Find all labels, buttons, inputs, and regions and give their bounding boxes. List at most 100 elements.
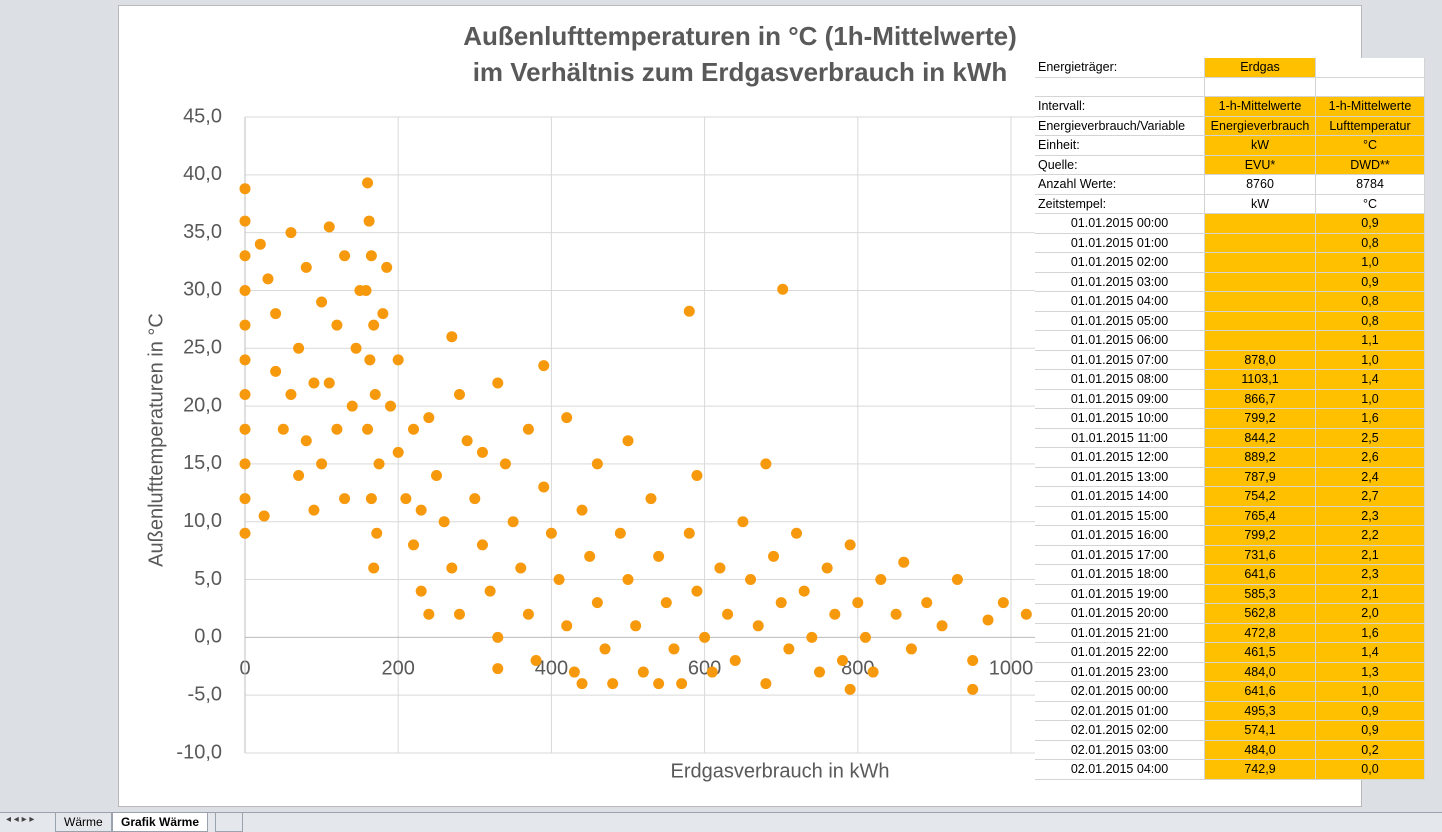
table-row: Anzahl Werte: 8760 8784 (1035, 175, 1425, 195)
table-cell: 02.01.2015 03:00 (1035, 740, 1205, 760)
scatter-point (484, 585, 496, 597)
scatter-point (660, 597, 672, 609)
scatter-point (653, 550, 665, 562)
scatter-point (438, 516, 450, 528)
table-cell: 1,3 (1316, 662, 1425, 682)
scatter-point (599, 643, 611, 655)
table-cell: Erdgas (1205, 58, 1316, 78)
scatter-point (982, 614, 994, 626)
scatter-point (239, 183, 251, 195)
scatter-point (423, 412, 435, 424)
scatter-point (431, 469, 442, 481)
new-sheet-tab[interactable] (215, 813, 243, 832)
scatter-point (270, 308, 282, 320)
table-cell (1205, 77, 1316, 97)
scatter-point (905, 643, 917, 655)
y-tick-label: 25,0 (183, 337, 222, 359)
table-cell: Anzahl Werte: (1035, 175, 1205, 195)
scatter-point (492, 631, 504, 643)
table-cell: 1,4 (1316, 370, 1425, 390)
scatter-point (239, 284, 251, 296)
table-row: 01.01.2015 02:00 1,0 (1035, 253, 1425, 273)
scatter-point (368, 562, 380, 574)
table-cell: Energieverbrauch/Variable (1035, 116, 1205, 136)
scatter-point (898, 556, 910, 568)
table-cell (1205, 214, 1316, 234)
table-cell: 0,8 (1316, 311, 1425, 331)
scatter-point (607, 678, 619, 690)
scatter-point (239, 215, 251, 227)
scatter-point (522, 423, 534, 435)
table-cell (1205, 311, 1316, 331)
table-cell: Zeitstempel: (1035, 194, 1205, 214)
table-row: 01.01.2015 06:00 1,1 (1035, 331, 1425, 351)
table-cell: 461,5 (1205, 643, 1316, 663)
table-cell: EVU* (1205, 155, 1316, 175)
table-row: 02.01.2015 02:00 574,1 0,9 (1035, 721, 1425, 741)
table-cell: 01.01.2015 02:00 (1035, 253, 1205, 273)
scatter-point (538, 360, 550, 372)
table-cell: 02.01.2015 01:00 (1035, 701, 1205, 721)
sheet-tab[interactable]: Wärme (55, 813, 112, 832)
table-cell: 731,6 (1205, 545, 1316, 565)
scatter-point (967, 654, 979, 666)
table-cell: 01.01.2015 21:00 (1035, 623, 1205, 643)
scatter-point (262, 273, 274, 285)
x-axis-label: Erdgasverbrauch in kWh (671, 760, 890, 782)
table-cell: 01.01.2015 13:00 (1035, 467, 1205, 487)
scatter-point (783, 643, 795, 655)
scatter-point (576, 504, 588, 516)
table-cell: 01.01.2015 06:00 (1035, 331, 1205, 351)
table-cell: 01.01.2015 23:00 (1035, 662, 1205, 682)
scatter-point (967, 683, 979, 695)
sheet-tab[interactable]: Grafik Wärme (112, 813, 209, 832)
table-cell: 472,8 (1205, 623, 1316, 643)
tab-nav-buttons[interactable]: ◂ ◂ ▸ ▸ (6, 814, 35, 825)
scatter-point (806, 631, 818, 643)
y-tick-label: -10,0 (176, 741, 222, 763)
scatter-point (821, 562, 833, 574)
sheet-tab-bar: ◂ ◂ ▸ ▸ Wärme Grafik Wärme (0, 812, 1442, 832)
y-tick-label: -5,0 (188, 683, 222, 705)
scatter-point (775, 597, 787, 609)
table-cell: 866,7 (1205, 389, 1316, 409)
scatter-point (760, 458, 772, 470)
y-axis-label: Außenlufttemperaturen in °C (145, 313, 167, 567)
scatter-point (392, 446, 404, 458)
scatter-point (316, 296, 328, 308)
scatter-point (350, 342, 362, 354)
scatter-point (476, 539, 488, 551)
scatter-point (645, 493, 657, 505)
table-cell: 8784 (1316, 175, 1425, 195)
table-cell: DWD** (1316, 155, 1425, 175)
table-row: 01.01.2015 14:00 754,2 2,7 (1035, 487, 1425, 507)
scatter-point (300, 261, 312, 273)
scatter-point (530, 654, 542, 666)
y-tick-label: 40,0 (183, 163, 222, 185)
scatter-point (385, 400, 397, 412)
table-cell: 0,9 (1316, 701, 1425, 721)
scatter-point (239, 250, 251, 262)
scatter-point (354, 284, 366, 296)
table-cell: 1,6 (1316, 623, 1425, 643)
table-cell: 0,9 (1316, 214, 1425, 234)
scatter-point (362, 423, 374, 435)
scatter-point (829, 608, 841, 620)
scatter-point (293, 342, 305, 354)
table-cell: 2,7 (1316, 487, 1425, 507)
table-cell: 01.01.2015 16:00 (1035, 526, 1205, 546)
table-row: 02.01.2015 00:00 641,6 1,0 (1035, 682, 1425, 702)
scatter-point (729, 654, 741, 666)
table-row: 01.01.2015 10:00 799,2 1,6 (1035, 409, 1425, 429)
scatter-point (683, 305, 695, 317)
scatter-point (768, 550, 780, 562)
chart-title: Außenlufttemperaturen in °C (1h-Mittelwe… (463, 21, 1017, 51)
table-cell (1316, 77, 1425, 97)
scatter-point (699, 631, 711, 643)
scatter-point (791, 527, 803, 539)
table-row: 01.01.2015 04:00 0,8 (1035, 292, 1425, 312)
table-cell: Lufttemperatur (1316, 116, 1425, 136)
scatter-point (836, 654, 848, 666)
scatter-point (364, 354, 376, 366)
